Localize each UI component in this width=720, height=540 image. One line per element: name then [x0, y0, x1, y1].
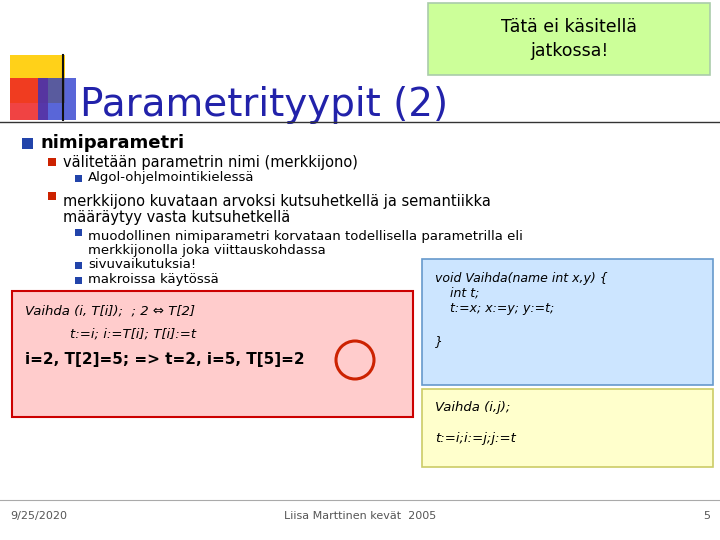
- FancyBboxPatch shape: [10, 55, 65, 103]
- FancyBboxPatch shape: [75, 174, 82, 181]
- Text: Vaihda (i, T[i]);  ; 2 ⇔ T[2]: Vaihda (i, T[i]); ; 2 ⇔ T[2]: [25, 305, 195, 318]
- Text: merkkijono kuvataan arvoksi kutsuhetkellä ja semantiikka: merkkijono kuvataan arvoksi kutsuhetkell…: [63, 194, 491, 209]
- FancyBboxPatch shape: [422, 389, 713, 467]
- FancyBboxPatch shape: [48, 158, 56, 166]
- Text: sivuvaikutuksia!: sivuvaikutuksia!: [88, 259, 196, 272]
- Text: t:=x; x:=y; y:=t;: t:=x; x:=y; y:=t;: [450, 302, 554, 315]
- FancyBboxPatch shape: [38, 78, 76, 120]
- Text: määräytyy vasta kutsuhetkellä: määräytyy vasta kutsuhetkellä: [63, 210, 290, 225]
- Text: Parametrityypit (2): Parametrityypit (2): [80, 86, 448, 124]
- FancyBboxPatch shape: [422, 259, 713, 385]
- Text: i=2, T[2]=5; => t=2, i=5, T[5]=2: i=2, T[2]=5; => t=2, i=5, T[5]=2: [25, 352, 305, 367]
- FancyBboxPatch shape: [75, 228, 82, 235]
- Text: Algol-ohjelmointikielessä: Algol-ohjelmointikielessä: [88, 172, 254, 185]
- Text: makroissa käytössä: makroissa käytössä: [88, 273, 219, 287]
- FancyBboxPatch shape: [428, 3, 710, 75]
- FancyBboxPatch shape: [10, 78, 48, 120]
- Text: Liisa Marttinen kevät  2005: Liisa Marttinen kevät 2005: [284, 511, 436, 521]
- Text: merkkijonolla joka viittauskohdassa: merkkijonolla joka viittauskohdassa: [88, 244, 325, 257]
- FancyBboxPatch shape: [75, 276, 82, 284]
- FancyBboxPatch shape: [75, 261, 82, 268]
- Text: void Vaihda(name int x,y) {: void Vaihda(name int x,y) {: [435, 272, 608, 285]
- Text: t:=i;i:=j;j:=t: t:=i;i:=j;j:=t: [435, 432, 516, 445]
- Text: Tätä ei käsitellä
jatkossa!: Tätä ei käsitellä jatkossa!: [501, 17, 637, 60]
- Text: 5: 5: [703, 511, 710, 521]
- Text: muodollinen nimiparametri korvataan todellisella parametrilla eli: muodollinen nimiparametri korvataan tode…: [88, 230, 523, 243]
- Text: Vaihda (i,j);: Vaihda (i,j);: [435, 401, 510, 414]
- FancyBboxPatch shape: [12, 291, 413, 417]
- Text: välitetään parametrin nimi (merkkijono): välitetään parametrin nimi (merkkijono): [63, 154, 358, 170]
- FancyBboxPatch shape: [48, 192, 56, 200]
- Text: t:=i; i:=T[i]; T[i]:=t: t:=i; i:=T[i]; T[i]:=t: [70, 328, 196, 341]
- Text: nimiparametri: nimiparametri: [40, 134, 184, 152]
- Text: }: }: [435, 335, 443, 348]
- Text: int t;: int t;: [450, 287, 480, 300]
- Text: 9/25/2020: 9/25/2020: [10, 511, 67, 521]
- FancyBboxPatch shape: [22, 138, 33, 148]
